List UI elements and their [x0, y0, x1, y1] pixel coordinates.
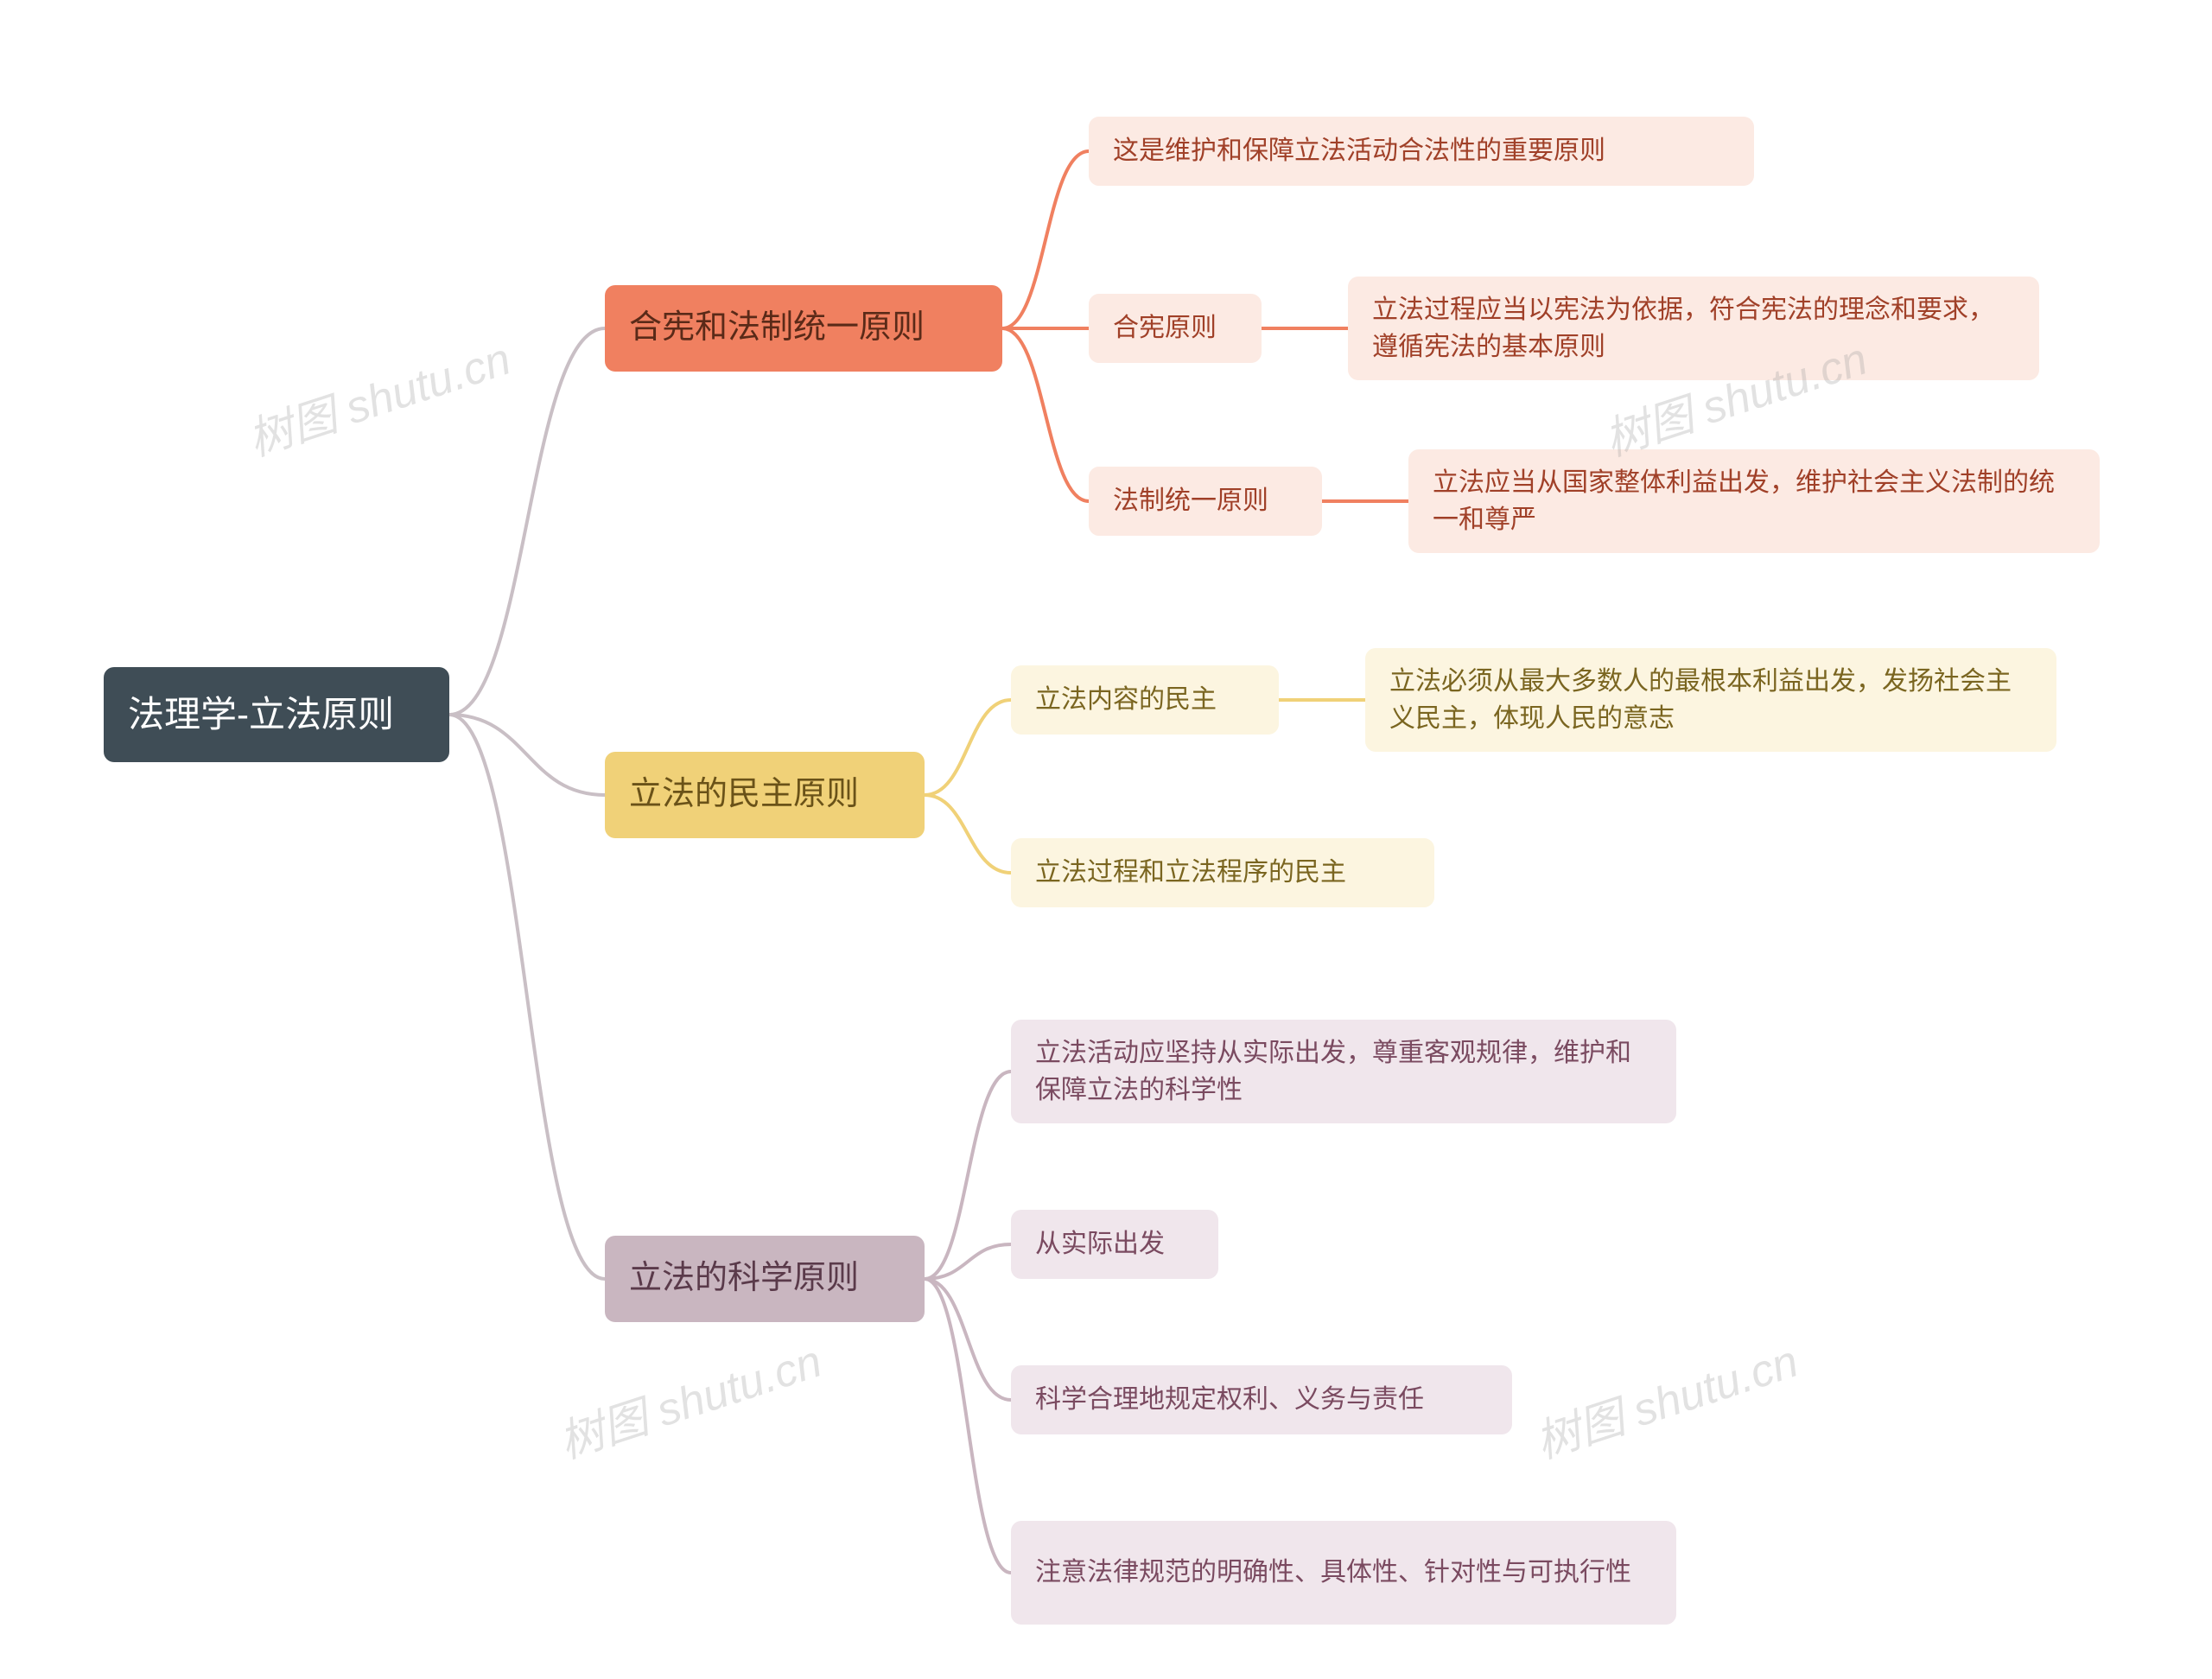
node-label: 立法应当从国家整体利益出发，维护社会主义法制的统一和尊严: [1408, 464, 2100, 539]
node-label: 法制统一原则: [1089, 482, 1322, 520]
node-label: 立法必须从最大多数人的最根本利益出发，发扬社会主义民主，体现人民的意志: [1365, 663, 2056, 738]
node-label: 法理学-立法原则: [104, 689, 449, 741]
watermark: 树图 shutu.cn: [238, 322, 518, 468]
mindmap-node: 立法必须从最大多数人的最根本利益出发，发扬社会主义民主，体现人民的意志: [1365, 648, 2056, 752]
watermark: 树图 shutu.cn: [1526, 1325, 1805, 1471]
node-label: 立法活动应坚持从实际出发，尊重客观规律，维护和保障立法的科学性: [1011, 1034, 1676, 1110]
connector-edge: [925, 700, 1011, 795]
connector-edge: [449, 328, 605, 715]
node-label: 立法过程和立法程序的民主: [1011, 854, 1434, 892]
connector-edge: [1002, 328, 1089, 501]
node-label: 从实际出发: [1011, 1225, 1218, 1263]
node-label: 合宪和法制统一原则: [605, 304, 1002, 352]
mindmap-node: 科学合理地规定权利、义务与责任: [1011, 1365, 1512, 1434]
mindmap-node: 立法过程和立法程序的民主: [1011, 838, 1434, 907]
mindmap-node: 法制统一原则: [1089, 467, 1322, 536]
node-label: 立法的民主原则: [605, 771, 925, 818]
mindmap-node: 合宪原则: [1089, 294, 1262, 363]
connector-edge: [925, 1072, 1011, 1279]
watermark: 树图 shutu.cn: [550, 1325, 829, 1471]
node-label: 立法的科学原则: [605, 1255, 925, 1302]
node-label: 立法内容的民主: [1011, 681, 1279, 719]
connector-edge: [925, 1244, 1011, 1279]
connector-edge: [925, 1279, 1011, 1573]
mindmap-node: 立法内容的民主: [1011, 665, 1279, 735]
connector-edge: [449, 715, 605, 1279]
connector-edge: [925, 795, 1011, 873]
mindmap-node: 注意法律规范的明确性、具体性、针对性与可执行性: [1011, 1521, 1676, 1625]
mindmap-node: 立法过程应当以宪法为依据，符合宪法的理念和要求，遵循宪法的基本原则: [1348, 277, 2039, 380]
connector-edge: [449, 715, 605, 795]
mindmap-node: 立法应当从国家整体利益出发，维护社会主义法制的统一和尊严: [1408, 449, 2100, 553]
node-label: 科学合理地规定权利、义务与责任: [1011, 1381, 1512, 1419]
mindmap-node: 立法的科学原则: [605, 1236, 925, 1322]
connector-edge: [1002, 151, 1089, 328]
node-label: 注意法律规范的明确性、具体性、针对性与可执行性: [1011, 1554, 1676, 1592]
mindmap-node: 法理学-立法原则: [104, 667, 449, 762]
node-label: 合宪原则: [1089, 309, 1262, 347]
connector-edge: [925, 1279, 1011, 1400]
node-label: 立法过程应当以宪法为依据，符合宪法的理念和要求，遵循宪法的基本原则: [1348, 291, 2039, 366]
mindmap-node: 合宪和法制统一原则: [605, 285, 1002, 372]
mindmap-node: 从实际出发: [1011, 1210, 1218, 1279]
mindmap-node: 立法活动应坚持从实际出发，尊重客观规律，维护和保障立法的科学性: [1011, 1020, 1676, 1123]
mindmap-node: 这是维护和保障立法活动合法性的重要原则: [1089, 117, 1754, 186]
mindmap-node: 立法的民主原则: [605, 752, 925, 838]
node-label: 这是维护和保障立法活动合法性的重要原则: [1089, 132, 1754, 170]
